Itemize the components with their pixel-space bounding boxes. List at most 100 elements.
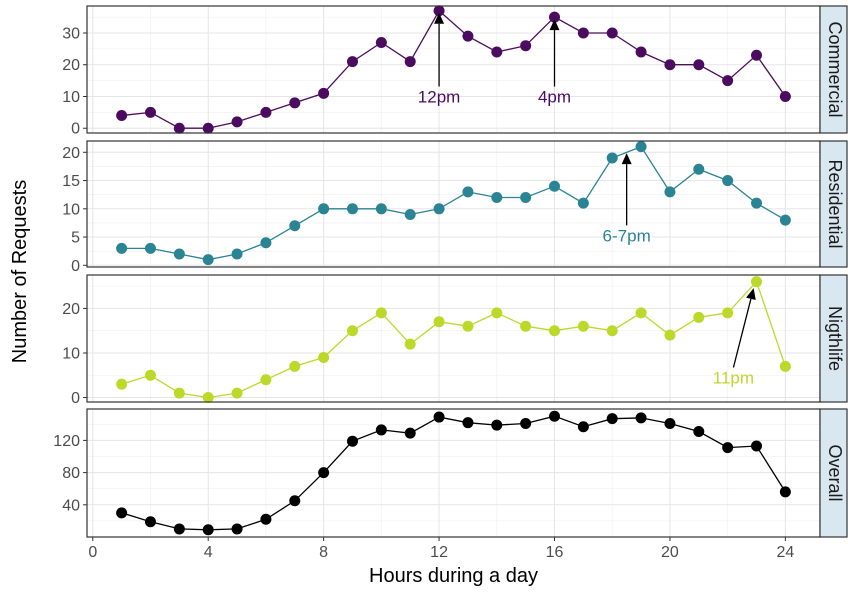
data-point	[779, 90, 791, 102]
data-point	[606, 413, 618, 425]
y-axis-title: Number of Requests	[9, 180, 31, 363]
data-point	[577, 197, 589, 209]
data-point	[693, 59, 705, 71]
panel-nigthlife: 0 10 20 11pm Nigthlife	[62, 274, 848, 407]
data-point	[722, 175, 734, 187]
x-tick-label: 24	[776, 544, 794, 561]
data-point	[144, 106, 156, 118]
y-tick-label: 20	[62, 145, 80, 162]
data-point	[231, 387, 243, 399]
data-point	[462, 320, 474, 332]
facet-strip	[819, 140, 848, 268]
data-point	[433, 411, 445, 423]
data-point	[346, 203, 358, 215]
data-point	[606, 325, 618, 337]
data-point	[664, 329, 676, 341]
data-point	[751, 49, 763, 61]
facet-strip	[819, 5, 848, 134]
data-point	[116, 378, 128, 390]
data-point	[520, 417, 532, 429]
y-tick-label: 80	[62, 465, 80, 482]
y-tick-label: 20	[62, 57, 80, 74]
data-point	[751, 440, 763, 452]
annotation-label: 12pm	[418, 87, 461, 106]
panel-residential: 0 5 10 15 20 6-7pm Residential	[62, 140, 848, 275]
data-point	[173, 523, 185, 535]
data-point	[462, 30, 474, 42]
annotation-12pm: 12pm	[418, 12, 461, 106]
data-point	[375, 37, 387, 49]
data-point	[318, 351, 330, 363]
panel-commercial: 0 10 20 30 12pm 4pm Commercial	[62, 5, 848, 138]
annotation-label: 4pm	[538, 87, 571, 106]
data-point	[664, 59, 676, 71]
data-point	[375, 424, 387, 436]
data-point	[751, 197, 763, 209]
facet-strip	[819, 274, 848, 403]
data-point	[202, 524, 214, 536]
data-point	[346, 56, 358, 68]
data-point	[606, 152, 618, 164]
data-point	[577, 27, 589, 39]
data-point	[202, 122, 214, 134]
y-tick-label: 120	[53, 433, 80, 450]
data-point	[577, 421, 589, 433]
data-point	[346, 435, 358, 447]
x-tick-label: 12	[430, 544, 448, 561]
panel-overall: 40 80 120 Overall	[53, 408, 848, 538]
facet-strip	[819, 408, 848, 538]
data-point	[144, 369, 156, 381]
data-point	[664, 417, 676, 429]
data-point	[144, 516, 156, 528]
data-point	[318, 467, 330, 479]
data-point	[693, 311, 705, 323]
data-point	[462, 186, 474, 198]
data-point	[549, 11, 561, 23]
data-point	[116, 507, 128, 519]
data-point	[289, 220, 301, 232]
data-point	[751, 276, 763, 288]
facet-strip-label: Residential	[825, 159, 845, 248]
data-point	[231, 248, 243, 260]
panel-background	[87, 6, 820, 133]
annotation-label: 6-7pm	[603, 226, 651, 245]
annotation-arrowhead	[434, 12, 445, 24]
data-point	[404, 56, 416, 68]
data-point	[116, 242, 128, 254]
x-tick-label: 16	[546, 544, 564, 561]
y-tick-label: 40	[62, 497, 80, 514]
y-tick-label: 0	[71, 390, 80, 407]
x-axis: 0 4 8 12 16 20 24	[88, 537, 794, 561]
panel-background	[87, 141, 820, 267]
data-point	[289, 97, 301, 109]
data-point	[779, 214, 791, 226]
y-tick-label: 10	[62, 201, 80, 218]
facet-strip-label: Overall	[825, 444, 845, 501]
data-point	[693, 163, 705, 175]
annotation-4pm: 4pm	[538, 19, 571, 106]
data-point	[404, 208, 416, 220]
data-point	[520, 320, 532, 332]
data-point	[375, 307, 387, 319]
data-point	[173, 387, 185, 399]
facet-strip-label: Commercial	[825, 21, 845, 117]
data-point	[231, 523, 243, 535]
facet-strip-label: Nigthlife	[825, 306, 845, 371]
data-point	[635, 412, 647, 424]
data-point	[722, 75, 734, 87]
data-point	[549, 410, 561, 422]
data-point	[289, 495, 301, 507]
data-point	[606, 27, 618, 39]
y-tick-label: 5	[71, 230, 80, 247]
data-point	[491, 46, 503, 58]
data-point	[722, 307, 734, 319]
data-point	[260, 237, 272, 249]
data-point	[116, 110, 128, 122]
y-tick-label: 30	[62, 25, 80, 42]
data-point	[577, 320, 589, 332]
data-point	[635, 141, 647, 153]
data-point	[520, 192, 532, 204]
panel-background	[87, 275, 820, 402]
annotation-arrowhead	[746, 288, 756, 301]
